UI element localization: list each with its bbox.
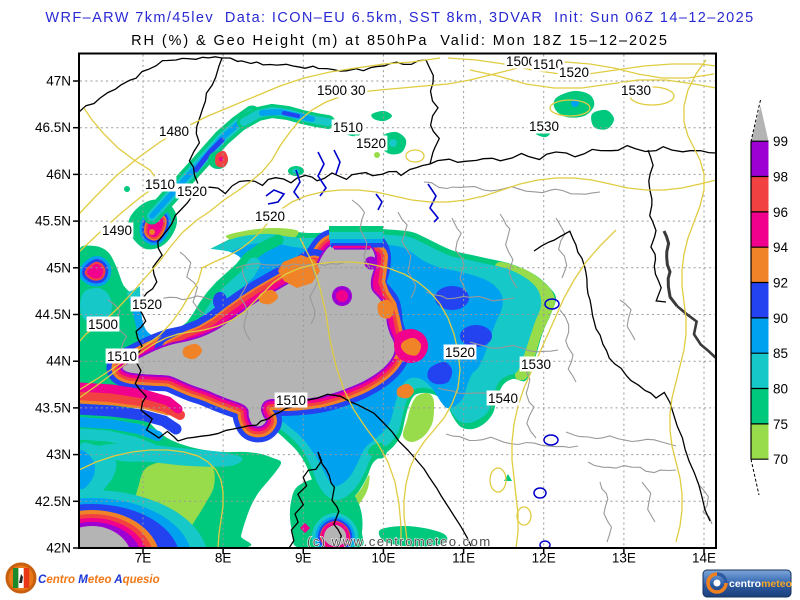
svg-text:96: 96 [773, 205, 788, 220]
svg-text:44N: 44N [46, 354, 71, 369]
svg-text:1490: 1490 [102, 223, 132, 238]
svg-text:9E: 9E [295, 551, 312, 566]
svg-text:centrometeo: centrometeo [729, 578, 792, 590]
svg-text:1510: 1510 [533, 57, 563, 72]
svg-text:1530: 1530 [621, 83, 651, 98]
svg-text:Centro Meteo Aquesio: Centro Meteo Aquesio [38, 574, 160, 586]
svg-text:1520: 1520 [356, 136, 386, 151]
svg-text:1530: 1530 [521, 357, 551, 372]
svg-text:RH (%) & Geo Height (m) at 850: RH (%) & Geo Height (m) at 850hPa Valid:… [131, 33, 669, 49]
svg-text:7E: 7E [135, 551, 152, 566]
svg-text:12E: 12E [532, 551, 556, 566]
svg-text:(c) www.centrometeo.com: (c) www.centrometeo.com [307, 534, 492, 549]
svg-text:1510: 1510 [107, 349, 137, 364]
svg-text:1500: 1500 [317, 83, 347, 98]
svg-text:WRF–ARW 7km/45lev Data: ICON–: WRF–ARW 7km/45lev Data: ICON–EU 6.5km, S… [45, 10, 754, 26]
svg-text:1520: 1520 [559, 65, 589, 80]
svg-text:1520: 1520 [132, 297, 162, 312]
svg-text:99: 99 [773, 134, 788, 149]
svg-text:94: 94 [773, 240, 789, 255]
svg-text:1520: 1520 [445, 345, 475, 360]
svg-text:92: 92 [773, 276, 788, 291]
svg-text:1540: 1540 [488, 391, 518, 406]
svg-text:75: 75 [773, 417, 788, 432]
svg-text:1510: 1510 [145, 177, 175, 192]
svg-text:46.5N: 46.5N [35, 120, 71, 135]
svg-text:42.5N: 42.5N [35, 494, 71, 509]
svg-text:45.5N: 45.5N [35, 214, 71, 229]
svg-text:46N: 46N [46, 167, 71, 182]
svg-text:47N: 47N [46, 74, 71, 89]
svg-text:1510: 1510 [333, 120, 363, 135]
svg-text:13E: 13E [612, 551, 636, 566]
svg-text:1510: 1510 [276, 393, 306, 408]
svg-text:30: 30 [350, 83, 365, 98]
svg-text:43.5N: 43.5N [35, 400, 71, 415]
svg-text:42N: 42N [46, 541, 71, 556]
svg-text:45N: 45N [46, 260, 71, 275]
svg-text:8E: 8E [215, 551, 232, 566]
svg-text:11E: 11E [452, 551, 475, 566]
svg-text:90: 90 [773, 311, 788, 326]
svg-text:85: 85 [773, 346, 788, 361]
svg-text:14E: 14E [692, 551, 716, 566]
svg-text:1520: 1520 [177, 184, 207, 199]
svg-text:1480: 1480 [159, 124, 189, 139]
svg-text:1500: 1500 [506, 54, 536, 69]
svg-text:80: 80 [773, 382, 788, 397]
svg-text:44.5N: 44.5N [35, 307, 71, 322]
svg-text:98: 98 [773, 170, 788, 185]
svg-text:10E: 10E [371, 551, 395, 566]
svg-text:1530: 1530 [529, 119, 559, 134]
svg-text:43N: 43N [46, 447, 71, 462]
svg-text:70: 70 [773, 452, 788, 467]
svg-text:1500: 1500 [88, 317, 118, 332]
svg-text:1520: 1520 [255, 209, 285, 224]
